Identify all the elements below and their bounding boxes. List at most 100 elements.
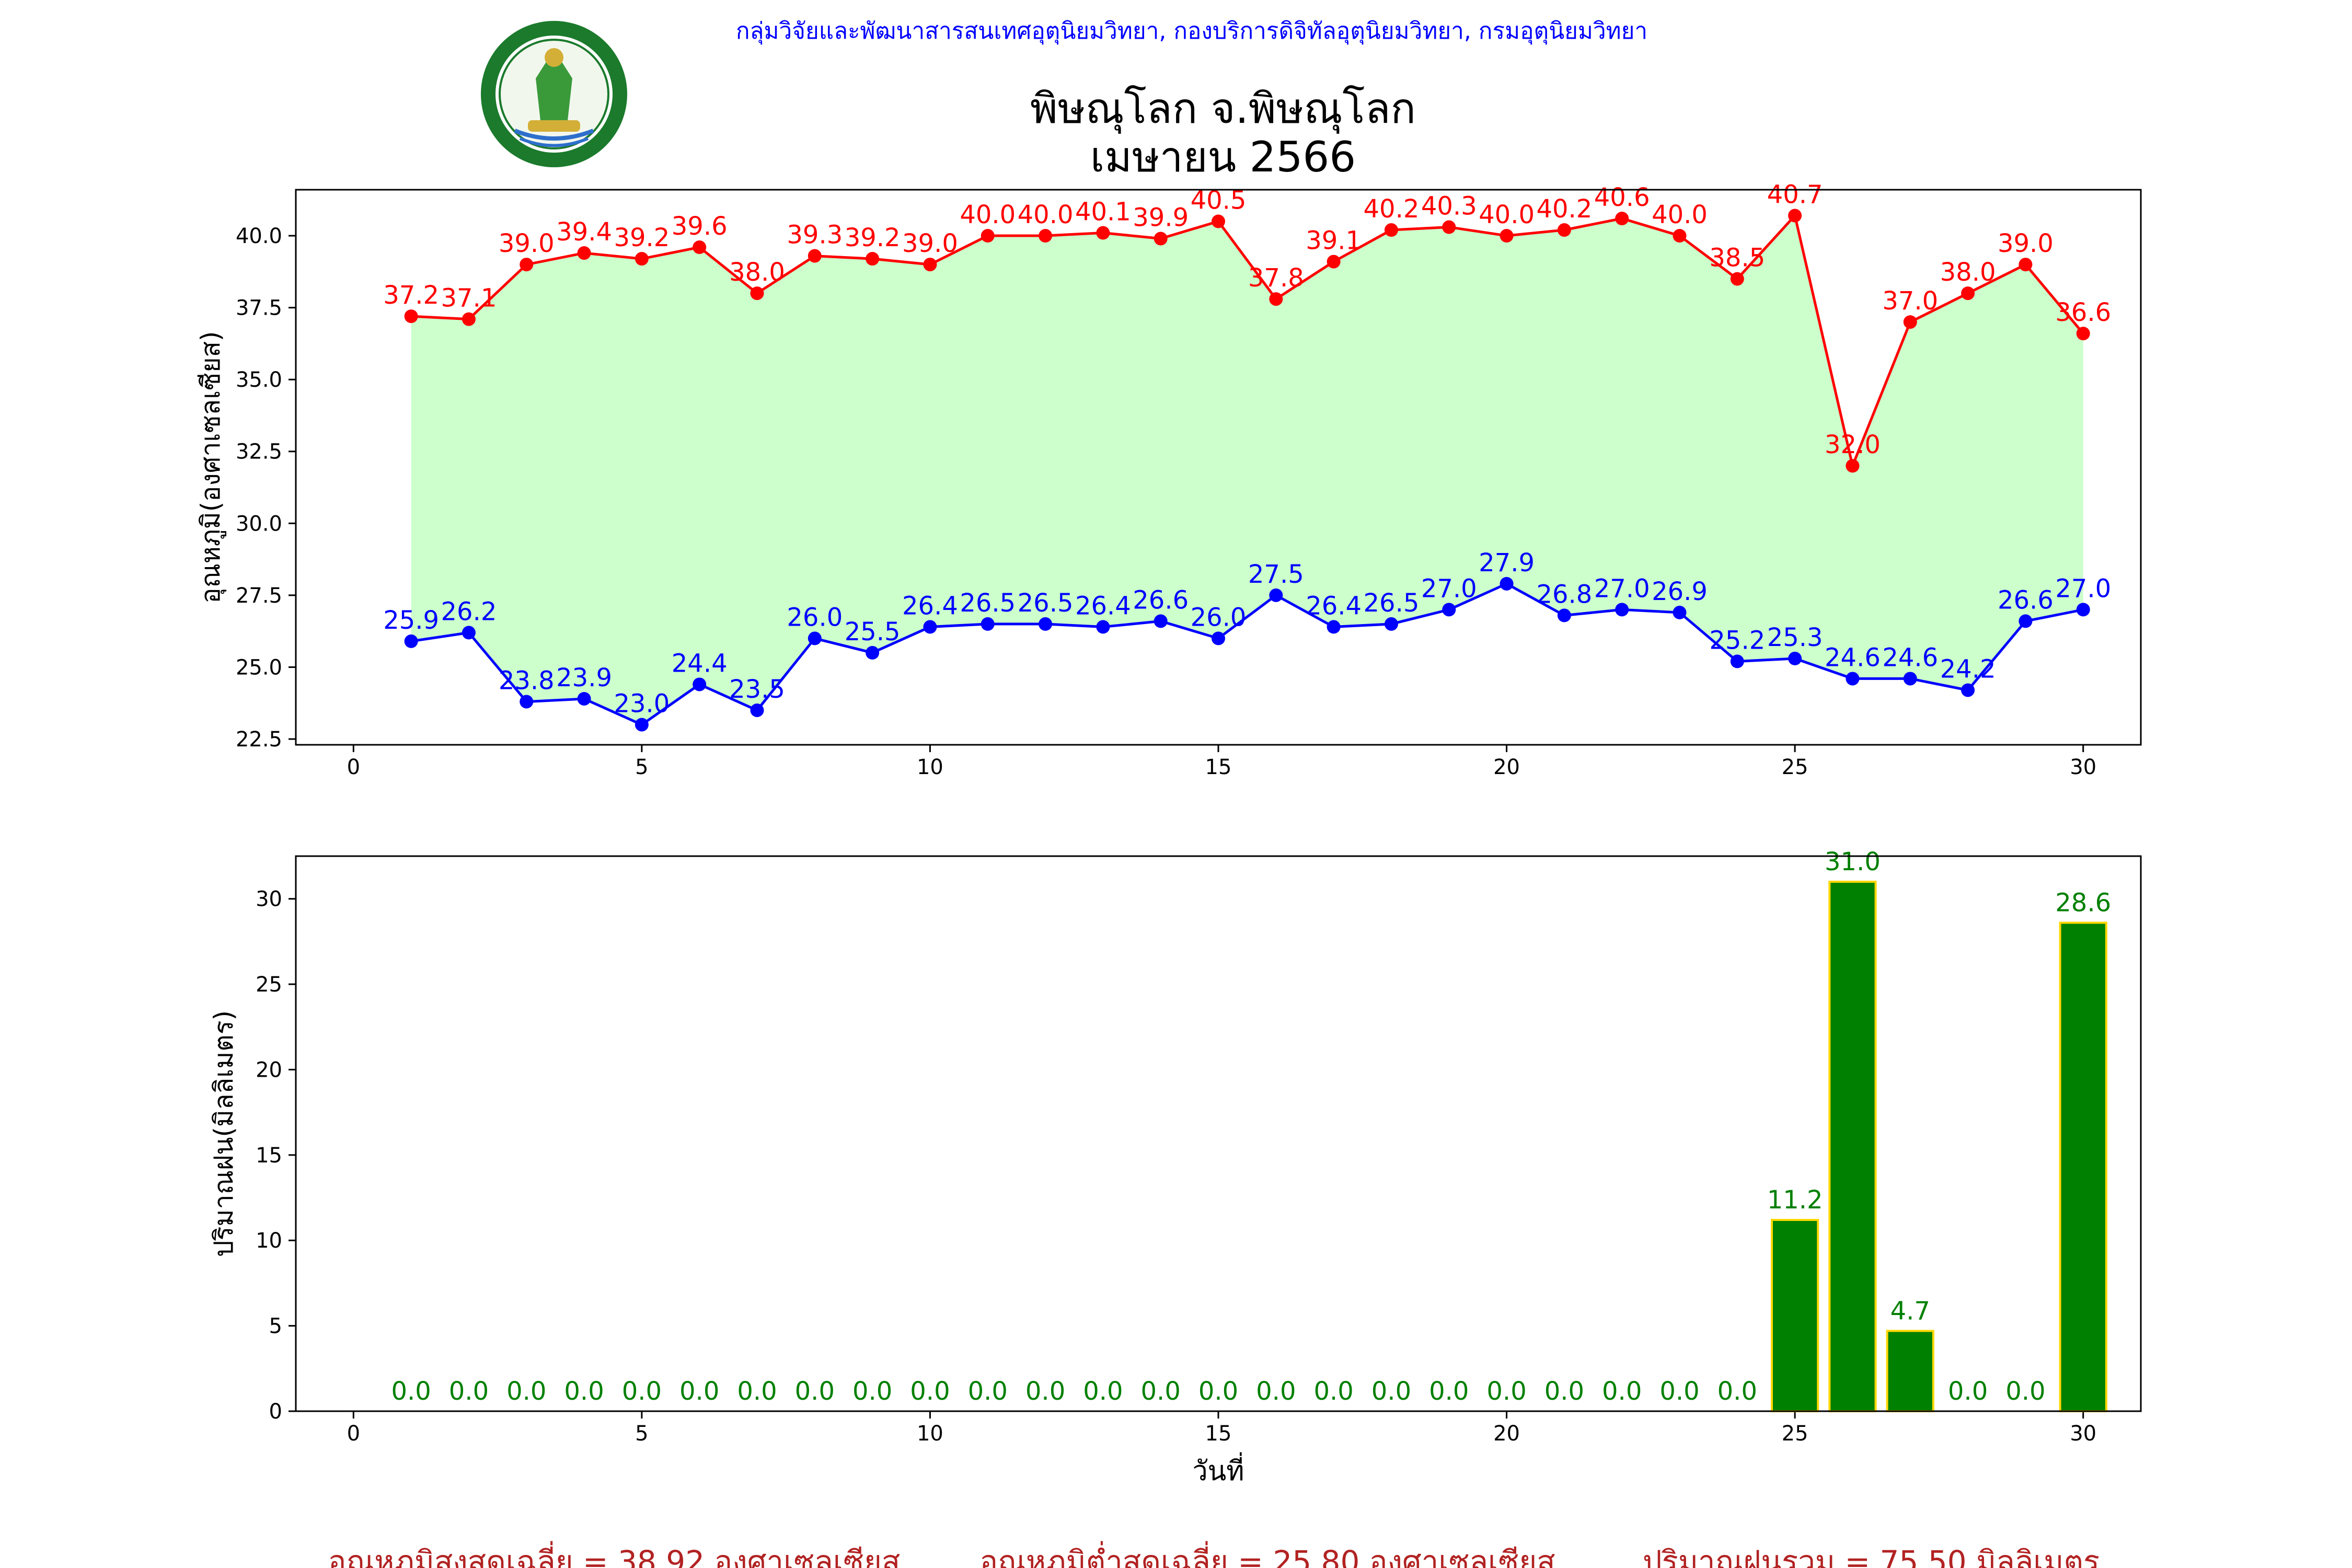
min-temperature-point [808,631,822,645]
rainfall-x-axis-label: วันที่ [1192,1452,1244,1487]
max-temperature-point [1961,286,1975,301]
rainfall-bar-label: 0.0 [679,1377,719,1406]
agency-credit: กลุ่มวิจัยและพัฒนาสารสนเทศอุตุนิยมวิทยา,… [736,18,1647,45]
min-temperature-label: 26.0 [787,603,843,632]
max-temperature-point [577,246,591,260]
temperature-x-tick-label: 20 [1493,755,1520,779]
temperature-x-axis: 0 5 10 15 20 25 30 [347,745,2096,779]
rainfall-bar-label: 0.0 [564,1377,604,1406]
temperature-y-tick-label: 22.5 [236,728,282,752]
min-temperature-point [1788,651,1802,665]
temperature-x-tick-label: 30 [2070,755,2096,779]
temperature-y-tick-label: 30.0 [236,512,282,536]
min-temperature-label: 26.2 [441,597,497,626]
min-temperature-label: 23.5 [729,675,785,704]
min-temperature-label: 26.5 [1018,589,1074,618]
min-temperature-point [1673,605,1687,619]
min-temperature-point [866,645,880,660]
max-temperature-point [2076,327,2090,341]
max-temperature-point [1384,223,1398,237]
min-temperature-label: 26.4 [1306,591,1362,620]
max-temperature-point [462,312,476,326]
max-temperature-label: 37.0 [1882,286,1938,316]
max-temperature-label: 40.2 [1364,194,1420,224]
min-temperature-point [1557,608,1571,622]
rainfall-bar-label: 0.0 [1371,1377,1411,1406]
min-temperature-point [1096,620,1110,634]
rainfall-y-axis: 0 5 10 15 20 25 30 [256,887,296,1424]
max-temperature-label: 36.6 [2055,298,2111,327]
max-temperature-label: 39.0 [902,229,958,258]
min-temperature-point [1615,603,1629,617]
min-temperature-label: 25.5 [845,617,901,647]
min-temperature-label: 26.8 [1536,580,1592,609]
min-temperature-label: 25.3 [1767,623,1823,652]
rainfall-bar-label: 0.0 [1659,1377,1699,1406]
max-temperature-point [1154,232,1168,246]
temperature-plot-frame [295,189,2142,746]
min-temperature-series: 25.9 26.223.8 23.923.024.423.526.0 25.526.4… [383,548,2111,732]
max-temperature-point [923,258,937,272]
rainfall-bar-label: 0.0 [795,1377,835,1406]
temperature-y-tick-label: 37.5 [236,296,282,320]
temperature-y-tick-label: 35.0 [236,368,282,392]
max-temperature-label: 37.1 [441,284,497,313]
max-temperature-label: 39.9 [1133,203,1189,233]
max-temperature-point [1846,459,1860,473]
min-temperature-point [2076,603,2090,617]
min-temperature-point [1846,672,1860,686]
min-temperature-point [1500,577,1514,591]
rainfall-y-tick-label: 20 [256,1058,282,1082]
rainfall-x-tick-label: 10 [917,1422,943,1446]
rainfall-bar-label: 0.0 [1141,1377,1181,1406]
rainfall-x-tick-label: 15 [1205,1422,1232,1446]
rainfall-x-tick-label: 0 [347,1422,360,1446]
min-temperature-label: 27.9 [1479,548,1535,578]
temperature-x-tick-label: 0 [347,755,360,779]
min-temperature-point [1269,588,1283,602]
rainfall-bar-label: 0.0 [449,1377,489,1406]
min-temperature-point [1212,631,1225,645]
rainfall-bar-label: 0.0 [1313,1377,1353,1406]
rainfall-y-tick-label: 0 [269,1400,282,1424]
rainfall-bar-label: 28.6 [2055,888,2111,917]
temperature-y-axis: 22.5 25.0 27.5 30.0 32.5 35.0 37.5 40.0 [236,224,296,752]
summary-avg-min: อุณหภูมิต่ำสุดเฉลี่ย = 25.80 องศาเซลเซีย… [979,1541,1555,1568]
rainfall-y-tick-label: 5 [269,1315,282,1339]
max-temperature-point [1500,229,1514,243]
max-temperature-point [693,240,707,255]
min-temperature-point [520,695,534,709]
max-temperature-point [520,258,534,272]
rainfall-bar [1828,881,1877,1412]
max-temperature-point [1730,272,1744,286]
min-temperature-label: 26.5 [960,589,1016,618]
temperature-x-tick-label: 10 [917,755,943,779]
rainfall-bar-label: 0.0 [2005,1377,2045,1406]
min-temperature-line [411,582,2084,727]
rainfall-bar [1771,1219,1819,1413]
min-temperature-point [750,703,764,717]
max-temperature-label: 40.0 [1479,200,1535,229]
rainfall-y-tick-label: 15 [256,1144,282,1168]
rainfall-y-tick-label: 25 [256,973,282,997]
max-temperature-label: 39.6 [672,212,728,241]
min-temperature-label: 26.9 [1652,577,1708,606]
rainfall-bar-label: 0.0 [506,1377,546,1406]
rainfall-bar-label: 0.0 [737,1377,777,1406]
max-temperature-label: 39.3 [787,221,843,250]
rainfall-bar-label: 0.0 [910,1377,950,1406]
rainfall-bar-label: 0.0 [622,1377,662,1406]
rainfall-bar-label: 11.2 [1767,1185,1823,1215]
min-temperature-label: 25.9 [383,606,439,635]
max-temperature-label: 32.0 [1825,430,1881,459]
max-temperature-point [2019,258,2033,272]
max-temperature-label: 37.8 [1248,263,1304,293]
rainfall-x-tick-label: 20 [1493,1422,1520,1446]
max-temperature-label: 40.3 [1421,192,1477,221]
temperature-x-tick-label: 25 [1782,755,1808,779]
rainfall-x-tick-label: 25 [1782,1422,1808,1446]
min-temperature-label: 27.5 [1248,560,1304,589]
rainfall-bar-label: 0.0 [1602,1377,1642,1406]
max-temperature-label: 38.5 [1709,244,1765,273]
